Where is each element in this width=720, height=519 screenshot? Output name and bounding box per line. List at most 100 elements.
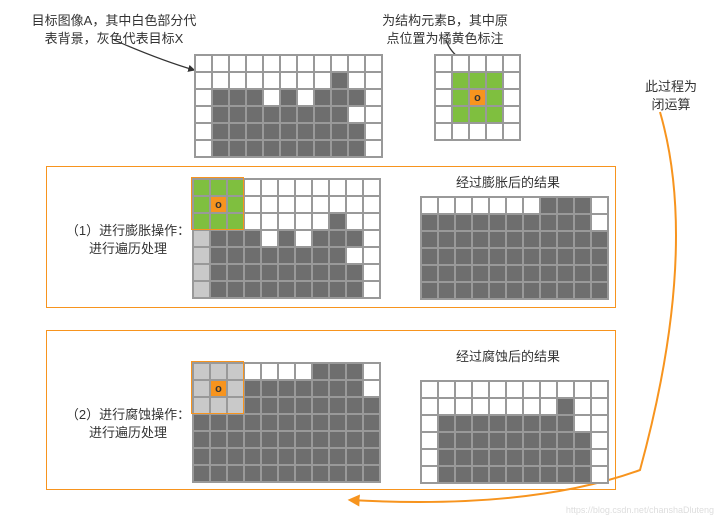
cell xyxy=(280,140,297,157)
cell xyxy=(329,414,346,431)
cell xyxy=(210,281,227,298)
cell xyxy=(312,465,329,482)
origin-marker: o xyxy=(210,380,227,397)
cell xyxy=(227,397,244,414)
cell xyxy=(489,214,506,231)
cell xyxy=(312,213,329,230)
cell xyxy=(557,466,574,483)
cell xyxy=(421,415,438,432)
cell xyxy=(557,432,574,449)
cell xyxy=(297,89,314,106)
cell xyxy=(591,231,608,248)
cell xyxy=(486,55,503,72)
cell xyxy=(503,89,520,106)
cell xyxy=(261,196,278,213)
cell xyxy=(195,72,212,89)
cell xyxy=(193,363,210,380)
cell xyxy=(329,465,346,482)
watermark-text: https://blog.csdn.net/chanshaDluteng xyxy=(566,505,714,515)
cell xyxy=(278,448,295,465)
cell xyxy=(540,449,557,466)
cell xyxy=(210,247,227,264)
cell xyxy=(363,179,380,196)
grid-image-a xyxy=(194,54,383,158)
cell xyxy=(312,414,329,431)
cell xyxy=(295,179,312,196)
cell xyxy=(193,281,210,298)
cell xyxy=(540,282,557,299)
cell xyxy=(348,123,365,140)
cell xyxy=(329,230,346,247)
cell xyxy=(469,106,486,123)
cell xyxy=(227,431,244,448)
cell xyxy=(346,397,363,414)
cell xyxy=(365,123,382,140)
cell xyxy=(329,380,346,397)
cell xyxy=(280,89,297,106)
cell xyxy=(557,214,574,231)
cell xyxy=(312,380,329,397)
cell xyxy=(591,381,608,398)
cell xyxy=(227,380,244,397)
cell xyxy=(472,466,489,483)
cell xyxy=(278,431,295,448)
cell xyxy=(314,106,331,123)
cell xyxy=(363,397,380,414)
cell xyxy=(591,415,608,432)
cell xyxy=(540,231,557,248)
cell xyxy=(261,247,278,264)
cell xyxy=(295,230,312,247)
cell xyxy=(506,282,523,299)
cell xyxy=(244,363,261,380)
cell xyxy=(331,123,348,140)
cell xyxy=(312,247,329,264)
cell xyxy=(278,230,295,247)
cell xyxy=(244,431,261,448)
cell xyxy=(363,363,380,380)
cell xyxy=(280,55,297,72)
cell xyxy=(438,265,455,282)
cell xyxy=(540,415,557,432)
cell xyxy=(435,123,452,140)
cell xyxy=(455,432,472,449)
cell xyxy=(574,415,591,432)
cell xyxy=(210,397,227,414)
cell xyxy=(193,196,210,213)
cell xyxy=(489,432,506,449)
cell xyxy=(540,197,557,214)
cell xyxy=(295,380,312,397)
cell xyxy=(244,196,261,213)
cell xyxy=(455,398,472,415)
cell xyxy=(263,72,280,89)
cell xyxy=(472,248,489,265)
cell xyxy=(312,363,329,380)
cell xyxy=(244,397,261,414)
cell xyxy=(278,363,295,380)
cell xyxy=(472,432,489,449)
cell xyxy=(295,213,312,230)
cell xyxy=(455,415,472,432)
cell xyxy=(227,281,244,298)
cell xyxy=(261,380,278,397)
cell xyxy=(295,281,312,298)
grid-eroded xyxy=(420,380,609,484)
cell xyxy=(421,265,438,282)
cell xyxy=(455,197,472,214)
cell xyxy=(472,415,489,432)
cell xyxy=(438,214,455,231)
cell xyxy=(261,448,278,465)
cell xyxy=(421,466,438,483)
cell xyxy=(314,89,331,106)
cell xyxy=(193,179,210,196)
cell xyxy=(212,72,229,89)
cell xyxy=(193,213,210,230)
cell xyxy=(261,397,278,414)
cell xyxy=(246,55,263,72)
cell xyxy=(455,248,472,265)
cell xyxy=(297,123,314,140)
cell xyxy=(261,179,278,196)
cell xyxy=(348,72,365,89)
cell xyxy=(506,432,523,449)
cell xyxy=(263,106,280,123)
cell xyxy=(455,282,472,299)
